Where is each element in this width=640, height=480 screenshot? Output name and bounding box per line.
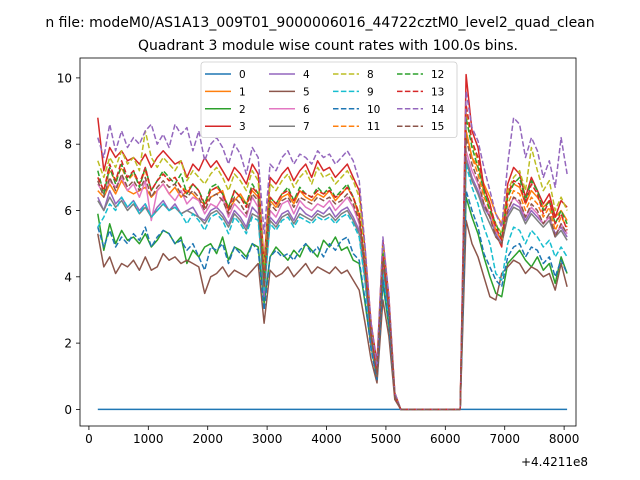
- x-tick-label: 0: [85, 432, 93, 446]
- legend-label-8: 8: [367, 69, 374, 81]
- legend-label-6: 6: [303, 104, 310, 116]
- y-axis: 0 2 4 6 8 10: [57, 71, 80, 417]
- legend-label-4: 4: [303, 69, 310, 81]
- legend-label-10: 10: [367, 104, 380, 116]
- x-tick-label: 6000: [430, 432, 461, 446]
- plot-area: 0 1000 2000 3000 4000 5000 6000 7000 8000 0 2 4 6 8 1…: [57, 57, 579, 446]
- legend-label-12: 12: [431, 69, 444, 81]
- legend-label-7: 7: [303, 121, 310, 133]
- series-line-2: [97, 196, 568, 411]
- x-tick-label: 5000: [371, 432, 402, 446]
- y-tick-label: 8: [64, 138, 72, 152]
- x-tick-label: 1000: [133, 432, 164, 446]
- y-tick-label: 0: [64, 403, 72, 417]
- series-line-12: [97, 116, 568, 411]
- legend-label-15: 15: [431, 121, 444, 133]
- x-tick-label: 3000: [252, 432, 283, 446]
- series-line-15: [97, 136, 568, 411]
- series-line-1: [97, 130, 568, 411]
- chart-title: Quadrant 3 module wise count rates with …: [138, 38, 518, 54]
- series-line-9: [97, 163, 568, 411]
- x-tick-label: 8000: [549, 432, 580, 446]
- legend-label-14: 14: [431, 104, 445, 116]
- axes-frame: [79, 57, 577, 427]
- x-tick-label: 4000: [311, 432, 342, 446]
- legend-label-13: 13: [431, 86, 444, 98]
- legend-label-5: 5: [303, 86, 310, 98]
- x-offset-label: +4.4211e8: [521, 455, 588, 469]
- y-tick-label: 10: [57, 71, 72, 85]
- figure-suptitle: n file: modeM0/AS1A13_009T01_9000006016_…: [45, 15, 594, 31]
- series-line-14: [97, 90, 568, 411]
- series-line-13: [97, 103, 568, 411]
- x-tick-label: 2000: [192, 432, 223, 446]
- series-line-6: [97, 150, 568, 411]
- series-layer: [97, 73, 568, 411]
- y-tick-label: 2: [64, 337, 72, 351]
- y-tick-label: 4: [64, 270, 72, 284]
- series-line-5: [97, 219, 568, 411]
- series-line-8: [97, 110, 568, 411]
- legend-label-2: 2: [239, 104, 246, 116]
- y-tick-label: 6: [64, 204, 72, 218]
- legend-label-3: 3: [239, 121, 246, 133]
- legend-label-0: 0: [239, 69, 246, 81]
- legend-label-9: 9: [367, 86, 374, 98]
- x-axis: 0 1000 2000 3000 4000 5000 6000 7000 8000: [85, 426, 579, 446]
- x-tick-label: 7000: [489, 432, 520, 446]
- legend-label-1: 1: [239, 86, 246, 98]
- legend-box: [200, 61, 458, 138]
- legend-label-11: 11: [367, 121, 380, 133]
